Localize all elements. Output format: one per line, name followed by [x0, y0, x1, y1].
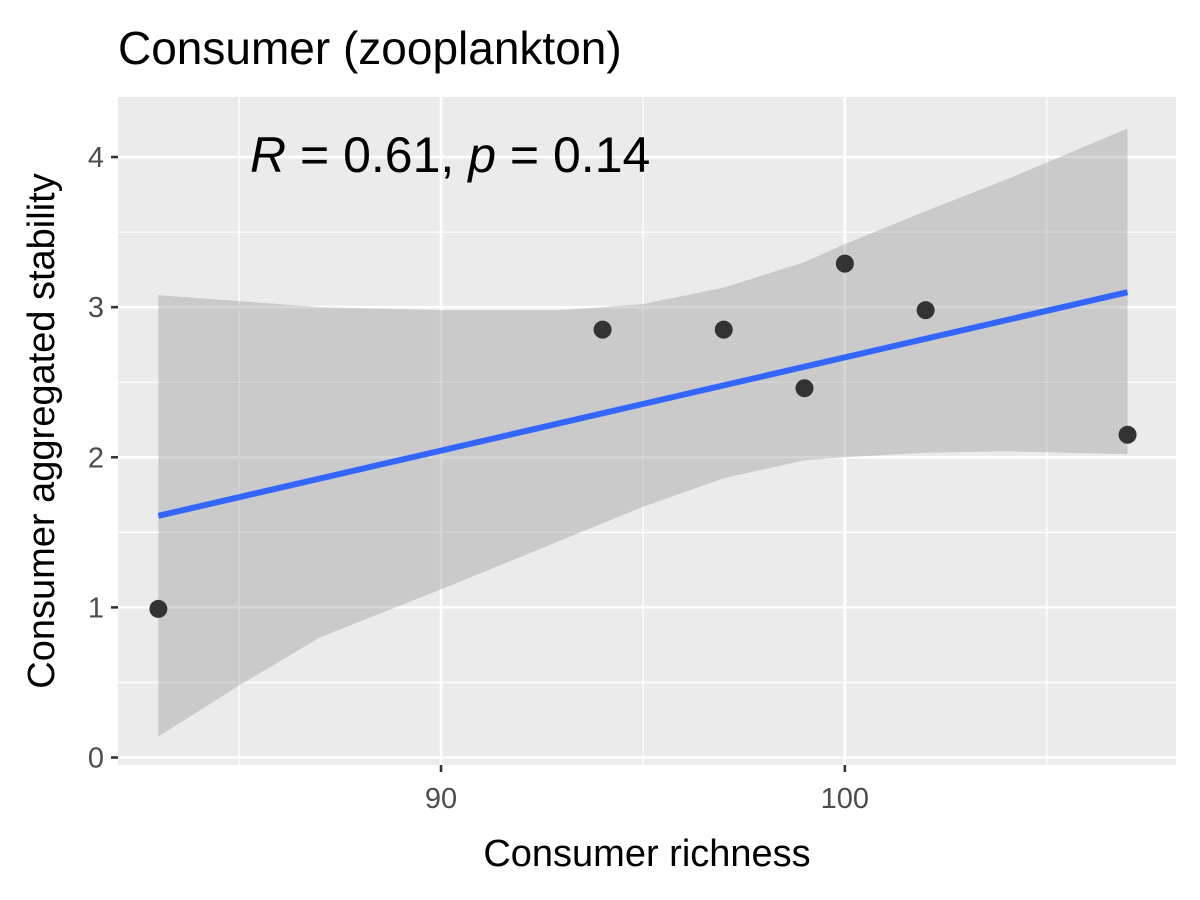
r-value: = 0.61, — [286, 127, 468, 183]
r-label: R — [250, 127, 286, 183]
x-axis: 90 100 — [425, 765, 869, 815]
data-point — [916, 301, 935, 320]
data-point — [714, 320, 733, 339]
regression-line — [157, 289, 1129, 519]
data-points — [149, 254, 1137, 618]
confidence-band — [158, 128, 1128, 737]
major-gridlines — [118, 97, 1176, 765]
p-value: = 0.14 — [496, 127, 650, 183]
data-point — [593, 320, 612, 339]
y-tick-label: 4 — [88, 142, 104, 174]
x-tick-label: 90 — [425, 783, 457, 815]
y-tick-label: 0 — [88, 742, 104, 774]
data-point — [835, 254, 854, 273]
y-tick-label: 3 — [88, 292, 104, 324]
plot-panel — [118, 97, 1176, 765]
chart-title: Consumer (zooplankton) — [118, 22, 622, 74]
x-axis-title: Consumer richness — [483, 833, 810, 875]
y-tick-label: 1 — [88, 592, 104, 624]
correlation-annotation: R = 0.61, p = 0.14 — [250, 127, 650, 183]
data-point — [1118, 425, 1137, 444]
data-point — [795, 379, 814, 398]
y-axis-title: Consumer aggregated stability — [21, 173, 63, 688]
data-point — [149, 599, 168, 618]
minor-gridlines — [118, 97, 1176, 765]
y-axis: 0 1 2 3 4 — [88, 142, 118, 774]
y-tick-label: 2 — [88, 442, 104, 474]
x-tick-label: 100 — [821, 783, 869, 815]
p-label: p — [466, 127, 496, 183]
